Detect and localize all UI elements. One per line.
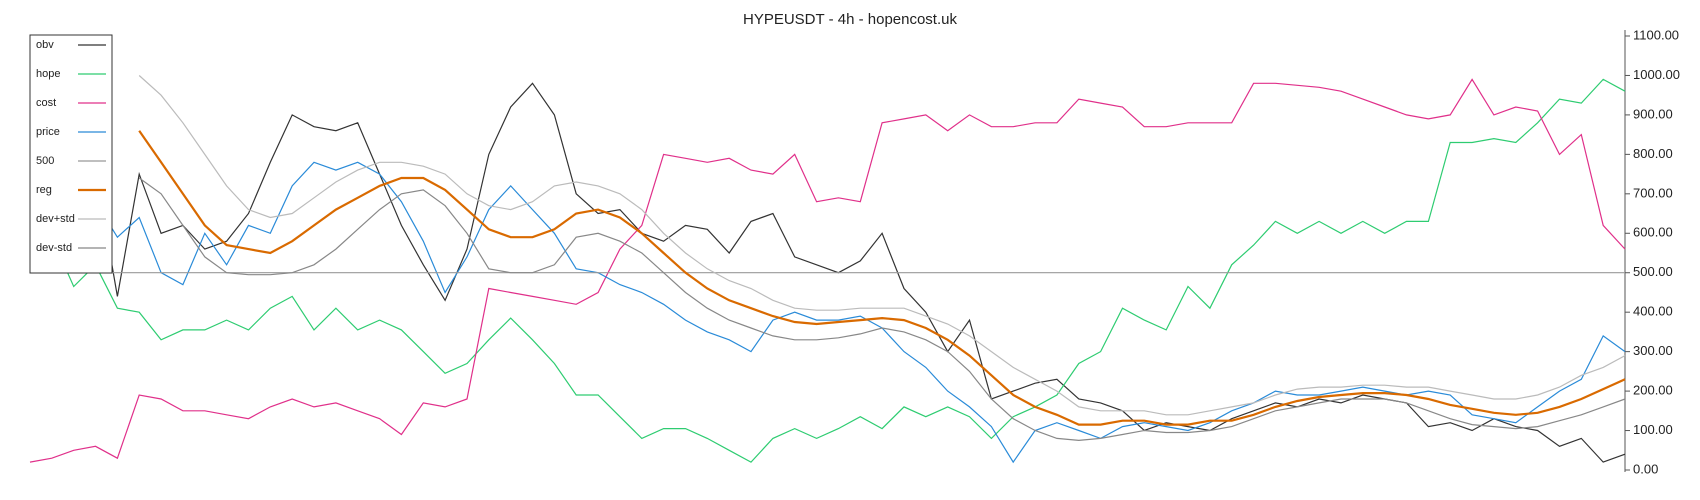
legend-label: dev+std [36,213,75,225]
legend-box [29,34,113,274]
series-line [29,161,1626,464]
y-tick-label: 0.00 [1633,461,1658,476]
series-line [138,130,1626,426]
legend-label: cost [36,97,56,109]
y-tick-label: 400.00 [1633,304,1673,319]
series-line [29,82,1626,463]
legend-label: price [36,126,60,138]
y-tick-label: 700.00 [1633,185,1673,200]
y-tick-label: 100.00 [1633,422,1673,437]
y-tick-label: 1000.00 [1633,67,1680,82]
y-tick-label: 300.00 [1633,343,1673,358]
chart-title: HYPEUSDT - 4h - hopencost.uk [743,11,957,28]
y-tick-label: 800.00 [1633,146,1673,161]
legend: obv hope cost price 500 reg dev+std dev-std [29,34,113,274]
legend-label: hope [36,68,60,80]
y-tick-label: 600.00 [1633,225,1673,240]
y-tick-label: 200.00 [1633,383,1673,398]
series-line [29,78,1626,463]
y-tick-label: 900.00 [1633,106,1673,121]
y-tick-label: 500.00 [1633,264,1673,279]
y-tick-label: 1100.00 [1633,27,1679,42]
series-line [138,75,1626,416]
series-line [138,177,1626,442]
legend-label: obv [36,39,54,51]
legend-label: dev-std [36,242,72,254]
legend-label: 500 [36,155,54,167]
legend-label: reg [36,184,52,196]
series-line [29,78,1626,463]
